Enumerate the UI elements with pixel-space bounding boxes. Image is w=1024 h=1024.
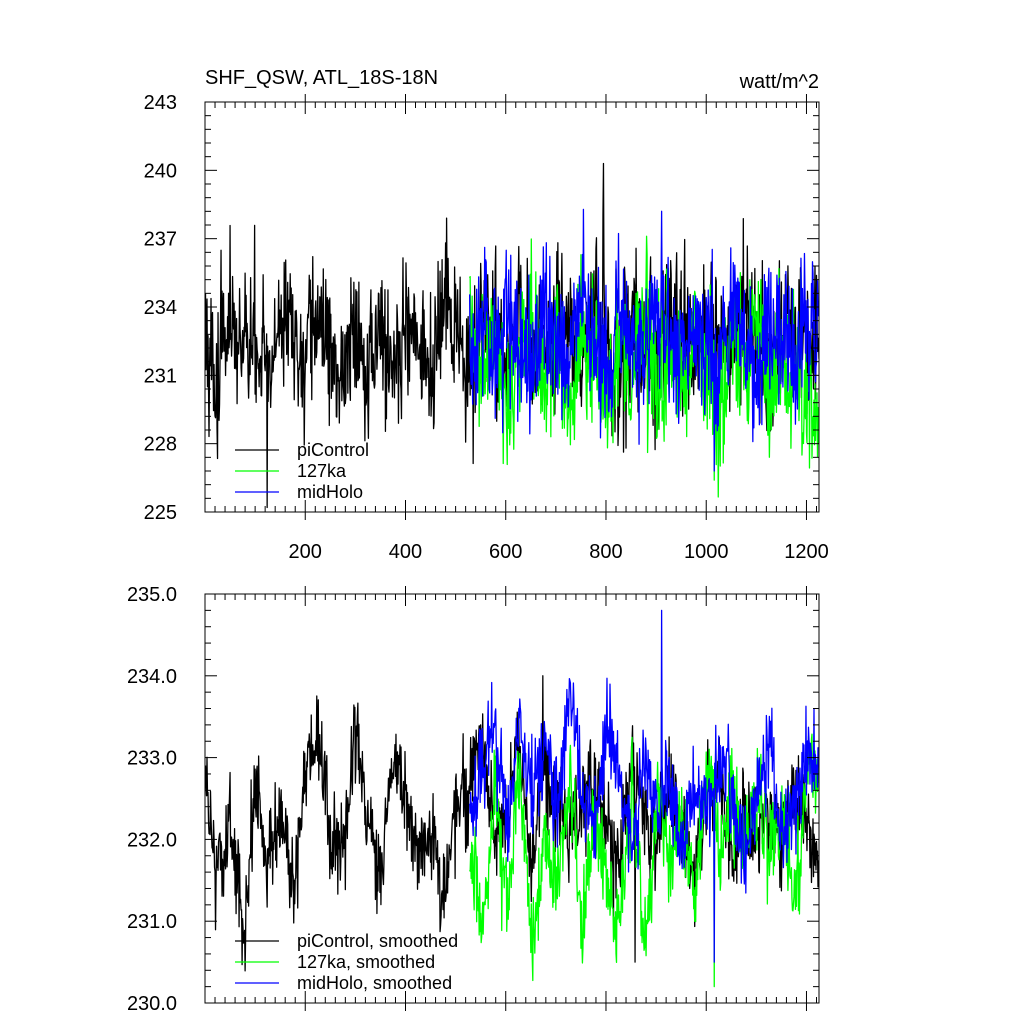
y-tick-label: 231 <box>144 365 177 387</box>
panel-smoothed: 230.0 231.0 232.0 233.0 234.0 235.0 piControl,… <box>127 584 820 1015</box>
x-tick-label: 200 <box>289 541 322 563</box>
y-tick-label: 225 <box>144 502 177 524</box>
panel-raw: 225 228 231 234 237 240 243 200 400 600 800 1000 120… <box>144 67 829 563</box>
y-tick-label: 234.0 <box>127 666 177 688</box>
series-line-127ka-smoothed <box>469 707 819 988</box>
y-tick-label: 232.0 <box>127 829 177 851</box>
x-tick-label: 1200 <box>784 541 829 563</box>
series-group <box>205 162 819 509</box>
series-line-midholo-smoothed <box>469 609 819 963</box>
units-label: watt/m^2 <box>739 71 819 93</box>
y-tick-label: 237 <box>144 229 177 251</box>
y-tick-label: 240 <box>144 160 177 182</box>
x-tick-label: 400 <box>389 541 422 563</box>
x-tick-label: 800 <box>589 541 622 563</box>
y-tick-label: 228 <box>144 434 177 456</box>
legend-label: 127ka <box>297 461 347 481</box>
legend-label: midHolo, smoothed <box>297 973 452 993</box>
plot-frame <box>204 593 820 1004</box>
y-tick-label: 233.0 <box>127 748 177 770</box>
series-line-midholo <box>469 208 819 472</box>
series-group <box>205 609 819 988</box>
legend-label: midHolo <box>297 482 363 502</box>
y-tick-label: 234 <box>144 297 177 319</box>
y-tick-label: 235.0 <box>127 584 177 606</box>
legend-label: 127ka, smoothed <box>297 952 435 972</box>
legend-label: piControl, smoothed <box>297 931 458 951</box>
x-tick-label: 1000 <box>684 541 729 563</box>
y-tick-label: 230.0 <box>127 993 177 1015</box>
chart-title: SHF_QSW, ATL_18S-18N <box>205 67 438 89</box>
x-tick-label: 600 <box>489 541 522 563</box>
y-tick-label: 231.0 <box>127 911 177 933</box>
legend-label: piControl <box>297 440 369 460</box>
y-tick-label: 243 <box>144 92 177 114</box>
